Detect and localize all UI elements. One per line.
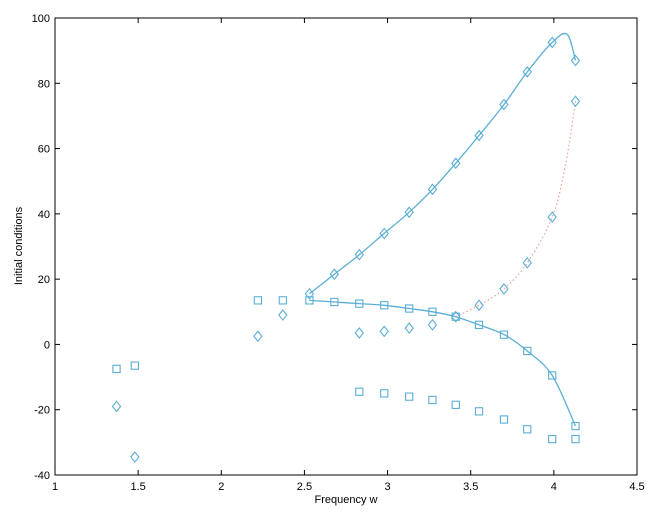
square-marker <box>405 392 414 401</box>
fit-curve <box>455 101 577 318</box>
square-marker <box>548 371 557 380</box>
diamond-marker <box>427 318 438 331</box>
x-axis-label: Frequency w <box>315 494 378 506</box>
diamond-marker <box>570 95 581 108</box>
diamond-marker <box>111 400 122 413</box>
diamond-marker <box>451 310 461 323</box>
x-tick-label: 1.5 <box>130 481 145 493</box>
square-marker <box>253 296 263 305</box>
square-marker <box>405 304 414 313</box>
x-tick-label: 3.5 <box>463 481 478 493</box>
markers-layer <box>111 36 581 463</box>
y-axis-ticks: -40 -20 0 20 40 60 80 100 <box>32 13 637 482</box>
x-tick-label: 1 <box>52 481 58 493</box>
y-tick-label: 80 <box>38 78 50 90</box>
diamond-marker <box>451 157 461 170</box>
square-marker <box>278 296 287 305</box>
diamond-marker <box>379 325 389 338</box>
diamond-marker <box>278 309 288 321</box>
x-tick-label: 4 <box>551 481 557 493</box>
square-marker <box>355 299 364 308</box>
diamond-marker <box>474 299 484 312</box>
y-tick-label: 60 <box>38 144 50 156</box>
diamond-marker <box>329 268 340 281</box>
diamond-marker <box>474 129 484 142</box>
y-axis-label: Initial conditions <box>13 206 25 285</box>
square-marker <box>571 434 580 444</box>
square-marker <box>380 389 389 398</box>
y-tick-label: -40 <box>34 470 50 482</box>
x-tick-label: 2 <box>218 481 224 493</box>
square-marker <box>451 312 460 321</box>
diamond-marker <box>354 248 365 261</box>
square-marker <box>474 407 484 416</box>
diamond-marker <box>404 206 414 219</box>
y-tick-label: 20 <box>38 274 50 286</box>
square-marker <box>380 301 389 310</box>
square-marker <box>451 400 460 409</box>
diamond-marker <box>354 327 365 339</box>
diamond-marker <box>547 36 557 49</box>
diamond-marker <box>379 227 389 240</box>
y-tick-label: -20 <box>34 405 50 417</box>
diamond-marker <box>522 65 532 78</box>
y-tick-label: 40 <box>38 209 50 221</box>
square-marker <box>474 320 484 329</box>
diamond-marker <box>570 54 581 67</box>
square-marker <box>523 346 532 356</box>
diamond-marker <box>304 287 315 300</box>
x-tick-label: 4.5 <box>629 481 644 493</box>
y-tick-label: 0 <box>44 339 50 351</box>
fit-curve <box>309 299 577 427</box>
fit-curve <box>309 32 577 295</box>
curves-layer <box>309 32 577 427</box>
diamond-marker <box>253 330 263 343</box>
x-tick-label: 3 <box>385 481 391 493</box>
square-marker <box>548 434 557 444</box>
square-marker <box>571 421 580 431</box>
diamond-marker <box>404 322 414 334</box>
diamond-marker <box>499 283 509 295</box>
plot-area <box>54 17 638 476</box>
square-marker <box>499 415 509 424</box>
square-marker <box>499 330 509 339</box>
diamond-marker <box>547 211 557 224</box>
square-marker <box>523 425 532 434</box>
square-marker <box>355 387 364 396</box>
diamond-marker <box>499 98 509 111</box>
diamond-marker <box>427 183 438 196</box>
square-marker <box>130 361 139 370</box>
square-marker <box>330 297 339 307</box>
diamond-marker <box>522 256 532 269</box>
square-marker <box>428 307 437 316</box>
diamond-marker <box>130 451 140 463</box>
y-tick-label: 100 <box>32 13 50 25</box>
square-marker <box>305 296 314 305</box>
x-tick-label: 2.5 <box>297 481 312 493</box>
square-marker <box>112 364 121 374</box>
x-axis-ticks: 1 1.5 2 2.5 3 3.5 4 4.5 <box>52 18 645 493</box>
square-marker <box>428 395 437 405</box>
